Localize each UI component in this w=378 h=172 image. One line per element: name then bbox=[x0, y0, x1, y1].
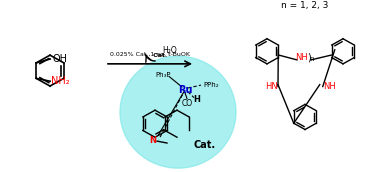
Text: H: H bbox=[194, 95, 200, 104]
Text: Cat.: Cat. bbox=[132, 53, 167, 58]
Text: NH: NH bbox=[294, 53, 307, 62]
Text: NH: NH bbox=[323, 82, 336, 91]
Circle shape bbox=[120, 56, 236, 168]
Text: CO: CO bbox=[181, 99, 192, 108]
Text: n: n bbox=[309, 56, 313, 62]
Text: H₂O: H₂O bbox=[162, 46, 177, 56]
Text: Cat.: Cat. bbox=[194, 140, 216, 150]
Text: Ru: Ru bbox=[178, 85, 192, 95]
Text: OH: OH bbox=[52, 54, 67, 64]
Text: NH₂: NH₂ bbox=[51, 76, 70, 86]
Text: 0.025% Cat.,1 eq. t-BuOK: 0.025% Cat.,1 eq. t-BuOK bbox=[110, 52, 190, 57]
Text: N: N bbox=[150, 136, 156, 145]
Text: n = 1, 2, 3: n = 1, 2, 3 bbox=[281, 1, 329, 10]
Text: Ph₃P: Ph₃P bbox=[155, 72, 170, 78]
Text: ): ) bbox=[307, 53, 311, 63]
Text: PPh₂: PPh₂ bbox=[203, 82, 218, 88]
Text: HN: HN bbox=[265, 82, 278, 91]
